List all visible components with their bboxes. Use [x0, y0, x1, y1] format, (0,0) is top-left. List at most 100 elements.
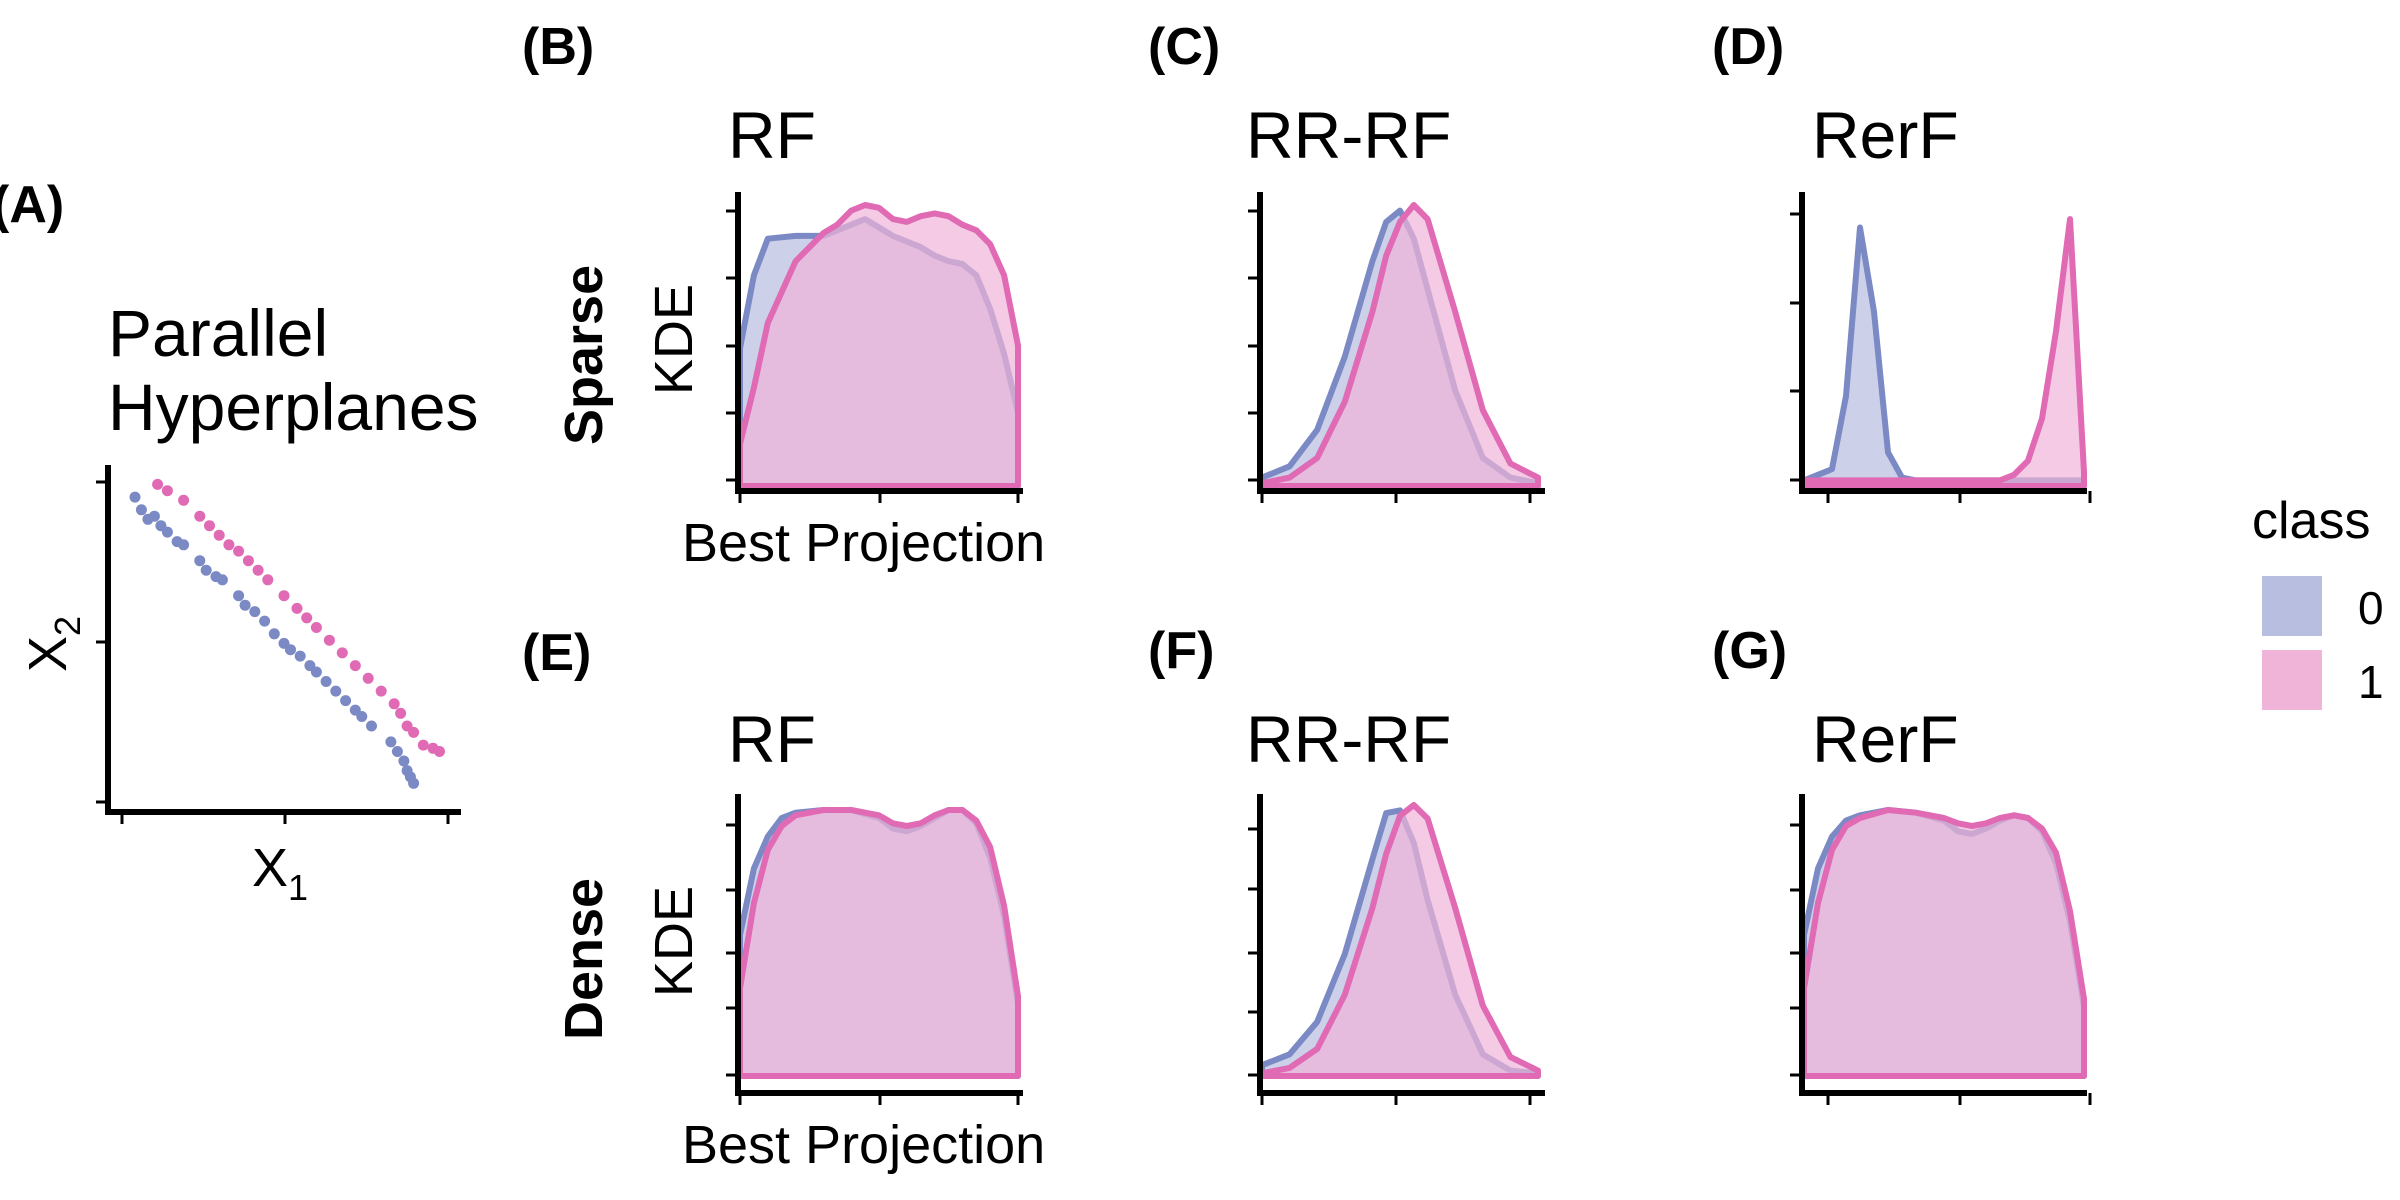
scatter-ticks [96, 480, 450, 824]
scatter-point-class-0 [294, 650, 306, 662]
scatter-ylabel-subscript: 2 [47, 616, 88, 636]
legend-title: class [2252, 492, 2370, 550]
scatter-point-class-0 [385, 736, 397, 748]
scatter-point-class-1 [388, 698, 400, 710]
scatter-point-class-0 [340, 695, 352, 707]
axes-d [1799, 192, 2087, 494]
kde-area-c-class-1 [1259, 202, 1541, 489]
panel-title-g: RerF [1812, 702, 1959, 776]
scatter-point-class-0 [148, 510, 160, 522]
scatter-axes [105, 465, 461, 815]
scatter-point-class-1 [349, 660, 361, 672]
panel-letter-c: (C) [1148, 18, 1220, 76]
scatter-point-class-1 [336, 647, 348, 659]
scatter-point-class-1 [204, 520, 215, 532]
y-axis-label-b: KDE [644, 284, 704, 395]
scatter-point-class-0 [200, 564, 212, 576]
scatter-ylabel: X2 [18, 616, 88, 672]
axes-b [735, 192, 1023, 494]
scatter-point-class-0 [135, 504, 147, 516]
panel-title-c: RR-RF [1246, 98, 1451, 172]
y-axis-label-e: KDE [644, 886, 704, 997]
scatter-point-class-0 [310, 666, 322, 678]
legend-key-class-1 [2262, 650, 2322, 710]
scatter-point-class-1 [252, 564, 264, 576]
scatter-point-class-1 [291, 602, 303, 614]
x-axis-label-e: Best Projection [682, 1115, 1045, 1175]
scatter-point-class-1 [362, 672, 374, 684]
panel-a: (A) Parallel Hyperplanes X1 X2 [0, 176, 479, 908]
axes-e [735, 794, 1023, 1096]
panel-letter-g: (G) [1712, 622, 1787, 680]
scatter-point-class-1 [194, 510, 206, 522]
scatter-point-class-0 [285, 644, 296, 656]
panel-letter-f: (F) [1148, 622, 1214, 680]
panel-letter-e: (E) [522, 624, 591, 682]
scatter-point-class-1 [323, 634, 335, 646]
scatter-point-class-1 [152, 478, 164, 490]
scatter-point-class-1 [375, 685, 387, 697]
x-axis-label-b: Best Projection [682, 513, 1045, 573]
scatter-point-class-1 [301, 612, 313, 624]
scatter-point-class-1 [434, 746, 445, 757]
scatter-point-class-1 [408, 726, 420, 738]
panel-letter-d: (D) [1712, 18, 1784, 76]
scatter-point-class-0 [330, 685, 342, 697]
panel-f: (F) RR-RF [1148, 622, 1545, 1105]
kde-area-b-class-1 [737, 202, 1021, 489]
scatter-point-class-0 [216, 574, 228, 586]
scatter-point-class-0 [408, 777, 420, 789]
legend-label-class-1: 1 [2358, 656, 2384, 708]
scatter-point-class-1 [242, 555, 254, 567]
legend: class 0 1 [2252, 492, 2384, 710]
scatter-point-class-0 [161, 526, 173, 538]
scatter-xlabel-subscript: 1 [288, 867, 308, 908]
scatter-point-class-0 [178, 539, 190, 551]
axes-f [1257, 794, 1545, 1096]
scatter-point-class-0 [356, 711, 368, 722]
scatter-point-class-1 [310, 622, 322, 633]
scatter-point-class-0 [259, 615, 271, 627]
panel-a-title-line1: Parallel [108, 296, 328, 370]
scatter-point-class-1 [161, 485, 173, 497]
panel-g: (G) RerF [1712, 622, 2092, 1105]
scatter-point-class-0 [268, 628, 280, 640]
scatter-point-class-1 [233, 545, 245, 557]
panel-a-title-line2: Hyperplanes [108, 370, 479, 444]
scatter-point-class-0 [239, 599, 251, 611]
panel-title-f: RR-RF [1246, 702, 1451, 776]
scatter-point-class-1 [278, 590, 290, 602]
scatter-point-class-1 [213, 529, 225, 541]
panel-b: (B) RF Best Projection KDE [522, 18, 1045, 573]
panel-title-d: RerF [1812, 98, 1959, 172]
kde-panels: (B) RF Best Projection KDE (C) RR-RF (D) RerF (E… [522, 18, 2092, 1175]
scatter-point-class-1 [178, 494, 190, 506]
scatter-point-class-0 [233, 590, 245, 602]
legend-label-class-0: 0 [2358, 582, 2384, 634]
scatter-point-class-1 [223, 539, 235, 551]
scatter-point-class-0 [320, 676, 332, 687]
panel-d: (D) RerF [1712, 18, 2092, 503]
scatter-point-class-0 [129, 491, 141, 503]
scatter-point-class-0 [194, 555, 206, 567]
scatter-point-class-0 [249, 606, 261, 618]
scatter-points [129, 478, 445, 789]
axes-g [1799, 794, 2087, 1096]
panel-e: (E) RF Best Projection KDE [522, 624, 1045, 1175]
row-label-sparse: Sparse [554, 265, 614, 445]
panel-letter-b: (B) [522, 18, 594, 76]
scatter-point-class-0 [391, 746, 403, 757]
scatter-point-class-1 [395, 707, 407, 719]
kde-area-f-class-1 [1259, 802, 1541, 1079]
kde-area-d-class-1 [1801, 216, 2087, 489]
scatter-point-class-0 [398, 755, 410, 767]
scatter-point-class-1 [417, 739, 429, 751]
legend-key-class-0 [2262, 576, 2322, 636]
panel-letter-a: (A) [0, 176, 64, 234]
axes-c [1257, 192, 1545, 494]
scatter-xlabel: X1 [252, 838, 308, 908]
panel-c: (C) RR-RF [1148, 18, 1545, 503]
kde-area-e-class-1 [737, 807, 1021, 1079]
scatter-point-class-1 [262, 574, 274, 586]
